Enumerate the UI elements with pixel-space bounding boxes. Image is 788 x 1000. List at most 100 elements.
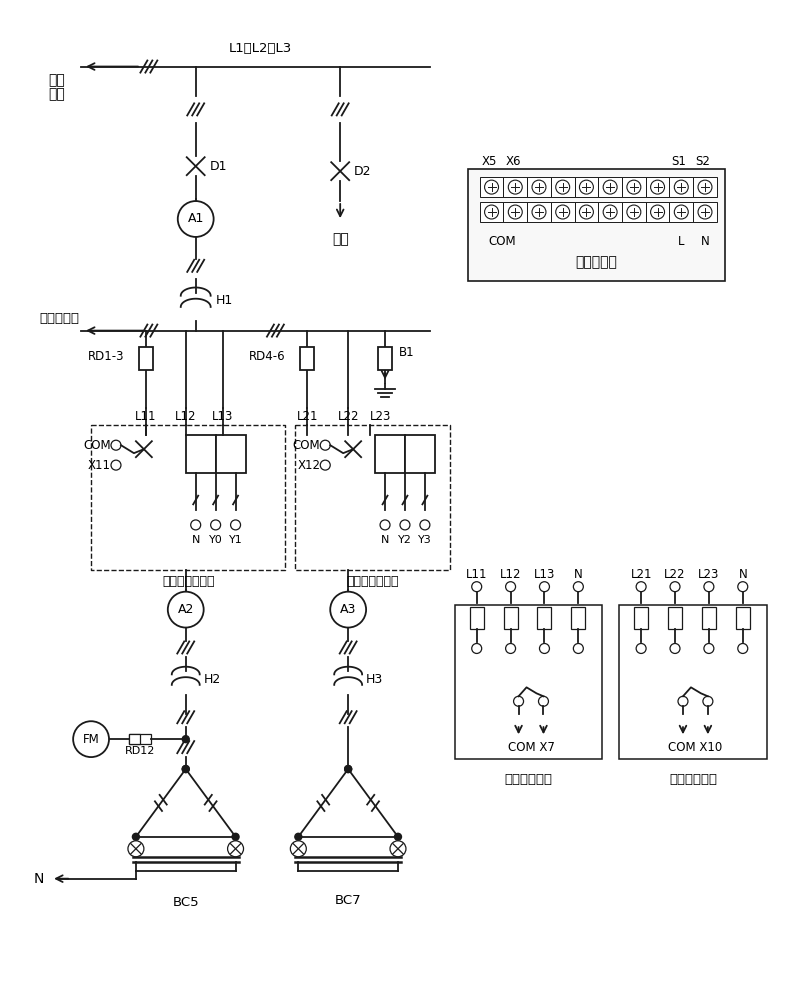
- Bar: [468, 169, 725, 281]
- Text: L21: L21: [296, 410, 318, 423]
- Circle shape: [290, 841, 307, 857]
- Text: N: N: [738, 568, 747, 581]
- Circle shape: [344, 766, 351, 773]
- Bar: [645, 202, 670, 222]
- Text: A2: A2: [177, 603, 194, 616]
- Circle shape: [295, 833, 302, 840]
- Text: X6: X6: [506, 155, 522, 168]
- Bar: [634, 607, 648, 629]
- Text: L11: L11: [466, 568, 488, 581]
- Bar: [571, 607, 585, 629]
- Text: L22: L22: [664, 568, 686, 581]
- Text: FM: FM: [83, 733, 99, 746]
- Bar: [504, 202, 527, 222]
- Circle shape: [395, 833, 401, 840]
- Text: N: N: [381, 535, 389, 545]
- Text: H3: H3: [366, 673, 383, 686]
- Bar: [702, 607, 716, 629]
- Text: H1: H1: [216, 294, 233, 307]
- Text: N: N: [191, 535, 200, 545]
- Text: COM X10: COM X10: [668, 741, 723, 754]
- Bar: [480, 177, 504, 197]
- Bar: [129, 734, 151, 744]
- Text: S1: S1: [671, 155, 686, 168]
- Circle shape: [182, 736, 189, 743]
- Bar: [622, 202, 645, 222]
- Text: RD4-6: RD4-6: [249, 350, 285, 363]
- Circle shape: [178, 201, 214, 237]
- Bar: [129, 734, 140, 744]
- Text: COM: COM: [84, 439, 111, 452]
- Text: A3: A3: [340, 603, 356, 616]
- Text: 第一电动断路器: 第一电动断路器: [162, 575, 214, 588]
- Text: L23: L23: [698, 568, 719, 581]
- Circle shape: [168, 592, 203, 628]
- Text: L21: L21: [630, 568, 652, 581]
- Text: 谐波检测仪: 谐波检测仪: [575, 255, 617, 269]
- Text: BC7: BC7: [335, 894, 362, 907]
- Circle shape: [182, 766, 189, 773]
- Text: L: L: [678, 235, 684, 248]
- Bar: [693, 177, 717, 197]
- Circle shape: [228, 841, 243, 857]
- Text: COM: COM: [489, 235, 516, 248]
- Text: X11: X11: [88, 459, 111, 472]
- Text: B1: B1: [399, 346, 414, 359]
- Text: 七次断相信号: 七次断相信号: [669, 773, 717, 786]
- Text: H2: H2: [203, 673, 221, 686]
- Bar: [300, 347, 314, 370]
- Bar: [551, 177, 574, 197]
- Text: D2: D2: [354, 165, 372, 178]
- Bar: [527, 177, 551, 197]
- Text: Y2: Y2: [398, 535, 412, 545]
- Text: 备用: 备用: [332, 232, 348, 246]
- Bar: [504, 177, 527, 197]
- Text: X5: X5: [482, 155, 497, 168]
- Text: RD1-3: RD1-3: [87, 350, 124, 363]
- Text: N: N: [34, 872, 44, 886]
- Bar: [455, 605, 602, 759]
- Text: Y1: Y1: [229, 535, 243, 545]
- Bar: [139, 347, 153, 370]
- Bar: [670, 177, 693, 197]
- Text: L1、L2、L3: L1、L2、L3: [229, 42, 292, 55]
- Text: Y3: Y3: [418, 535, 432, 545]
- Text: 第二电动断路器: 第二电动断路器: [346, 575, 399, 588]
- Text: L12: L12: [500, 568, 522, 581]
- Text: S2: S2: [696, 155, 710, 168]
- Bar: [645, 177, 670, 197]
- Bar: [619, 605, 767, 759]
- Text: 三相: 三相: [48, 73, 65, 87]
- Bar: [504, 607, 518, 629]
- Text: L13: L13: [212, 410, 233, 423]
- Circle shape: [344, 766, 351, 773]
- Bar: [598, 177, 622, 197]
- Bar: [622, 177, 645, 197]
- Circle shape: [330, 592, 366, 628]
- Text: Y0: Y0: [209, 535, 222, 545]
- Text: 电网: 电网: [48, 87, 65, 101]
- Text: COM: COM: [292, 439, 320, 452]
- Text: L23: L23: [370, 410, 392, 423]
- Bar: [405, 435, 435, 473]
- Text: L22: L22: [337, 410, 359, 423]
- Text: RD12: RD12: [125, 746, 155, 756]
- Bar: [470, 607, 484, 629]
- Bar: [574, 202, 598, 222]
- Circle shape: [390, 841, 406, 857]
- Bar: [527, 202, 551, 222]
- Text: 五次断相信号: 五次断相信号: [504, 773, 552, 786]
- Text: L12: L12: [175, 410, 196, 423]
- Bar: [537, 607, 552, 629]
- Circle shape: [128, 841, 144, 857]
- Text: 至单晶硅炉: 至单晶硅炉: [39, 312, 79, 325]
- Bar: [574, 177, 598, 197]
- Bar: [598, 202, 622, 222]
- Text: COM X7: COM X7: [507, 741, 555, 754]
- Circle shape: [73, 721, 109, 757]
- Bar: [186, 435, 216, 473]
- Text: L11: L11: [135, 410, 157, 423]
- Text: BC5: BC5: [173, 896, 199, 909]
- Bar: [480, 202, 504, 222]
- Text: N: N: [701, 235, 709, 248]
